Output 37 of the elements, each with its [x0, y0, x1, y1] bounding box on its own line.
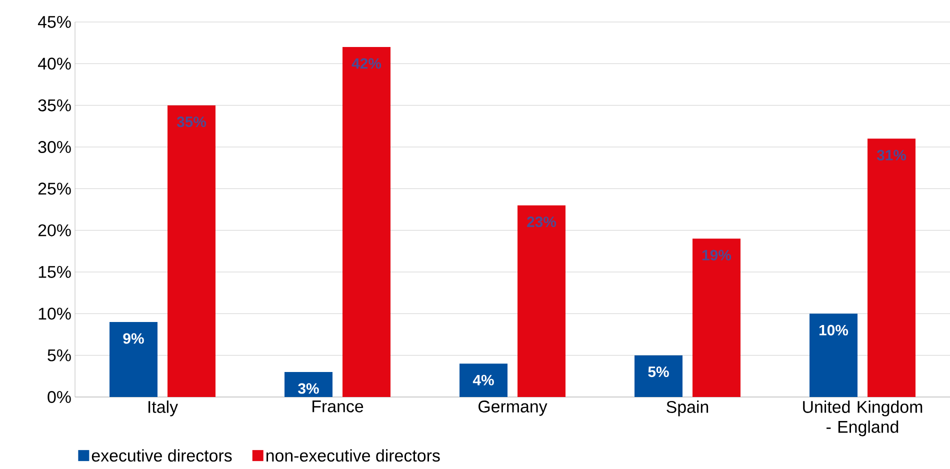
data-label: 31% [876, 150, 906, 160]
x-tick-label: United Kingdom - England [803, 400, 922, 436]
x-tick-label: France [312, 400, 364, 412]
bar [518, 205, 566, 397]
data-label: 3% [298, 383, 319, 394]
data-label: 35% [176, 116, 206, 128]
bar [342, 46, 391, 397]
y-tick-label: 35% [38, 99, 71, 112]
x-tick-label: Germany [478, 400, 548, 416]
legend-label: non-executive directors [266, 449, 440, 462]
bar [168, 105, 216, 397]
y-tick-label: 40% [38, 58, 71, 70]
bar [810, 314, 858, 397]
bar [284, 372, 333, 397]
x-tick-label: Italy [148, 400, 178, 416]
y-tick-label: 30% [38, 141, 71, 153]
bar [868, 138, 916, 397]
data-label: 10% [819, 324, 848, 336]
bar [692, 238, 741, 397]
y-tick-label: 20% [38, 224, 71, 236]
bar [460, 364, 508, 397]
legend-label: executive directors [92, 449, 232, 462]
y-tick-label: 5% [48, 349, 71, 362]
data-label: 5% [648, 366, 669, 378]
y-tick-label: 45% [38, 16, 71, 28]
bar [110, 322, 158, 397]
data-label: 4% [472, 374, 494, 386]
y-tick-label: 0% [48, 391, 71, 404]
y-tick-label: 15% [38, 266, 71, 278]
data-label: 9% [123, 333, 144, 344]
y-tick-label: 10% [38, 308, 71, 320]
data-label: 42% [352, 58, 382, 69]
data-label: 23% [527, 216, 556, 228]
y-tick-label: 25% [38, 182, 71, 195]
x-tick-label: Spain [666, 400, 708, 416]
data-label: 19% [702, 250, 732, 260]
bar [634, 355, 683, 397]
